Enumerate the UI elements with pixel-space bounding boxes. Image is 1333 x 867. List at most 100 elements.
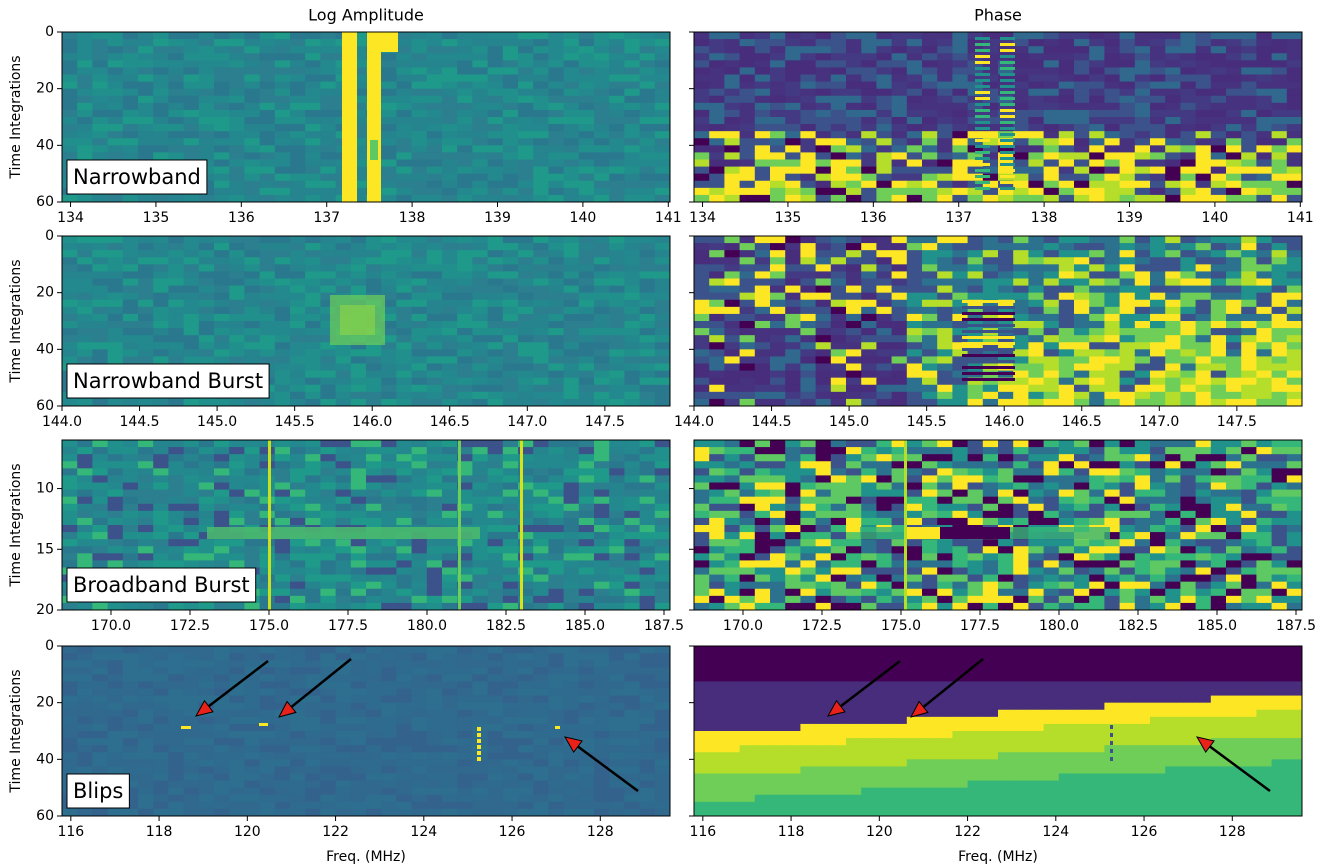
heatmap-cell bbox=[639, 546, 656, 554]
heatmap-cell bbox=[244, 306, 261, 315]
heatmap-cell bbox=[967, 398, 984, 407]
heatmap-cell bbox=[770, 377, 786, 386]
heatmap-cell bbox=[198, 475, 215, 483]
feature bbox=[1000, 169, 1015, 172]
heatmap-cell bbox=[274, 299, 291, 308]
heatmap bbox=[62, 32, 671, 203]
heatmap-cell bbox=[502, 370, 519, 379]
heatmap-cell bbox=[578, 88, 595, 97]
heatmap-cell bbox=[1150, 95, 1166, 104]
heatmap-cell bbox=[229, 461, 245, 469]
heatmap-cell bbox=[624, 461, 641, 469]
heatmap-cell bbox=[1271, 187, 1288, 196]
heatmap-cell bbox=[107, 335, 124, 343]
heatmap-cell bbox=[1150, 243, 1166, 251]
heatmap-cell bbox=[214, 187, 230, 196]
heatmap-cell bbox=[411, 88, 428, 97]
heatmap-cell bbox=[594, 503, 610, 512]
heatmap-cell bbox=[830, 250, 847, 258]
heatmap-cell bbox=[624, 489, 641, 498]
heatmap-cell bbox=[578, 546, 595, 554]
heatmap-cell bbox=[739, 46, 756, 54]
heatmap-cell bbox=[183, 398, 200, 407]
heatmap-cell bbox=[442, 588, 458, 597]
heatmap-cell bbox=[639, 88, 656, 97]
heatmap-cell bbox=[891, 131, 908, 139]
heatmap-cell bbox=[952, 166, 969, 175]
heatmap-cell bbox=[138, 328, 154, 336]
heatmap-cell bbox=[290, 67, 306, 75]
heatmap-cell bbox=[876, 285, 893, 294]
heatmap-cell bbox=[168, 553, 185, 561]
heatmap-cell bbox=[1226, 194, 1242, 203]
annotation: Narrowband Burst bbox=[73, 369, 263, 393]
heatmap-cell bbox=[472, 131, 489, 139]
heatmap-cell bbox=[548, 496, 565, 505]
heatmap-cell bbox=[518, 553, 534, 561]
heatmap-cell bbox=[77, 503, 93, 512]
heatmap-cell bbox=[153, 124, 169, 132]
heatmap-cell bbox=[1195, 363, 1212, 372]
heatmap-cell bbox=[906, 88, 923, 97]
heatmap-cell bbox=[1104, 166, 1121, 175]
heatmap-cell bbox=[442, 60, 458, 68]
heatmap-cell bbox=[770, 299, 786, 308]
heatmap-cell bbox=[694, 236, 710, 244]
heatmap-cell bbox=[533, 102, 549, 111]
feature bbox=[975, 61, 990, 64]
heatmap-cell bbox=[1150, 250, 1166, 258]
heatmap-cell bbox=[548, 553, 565, 561]
heatmap-cell bbox=[1028, 356, 1045, 364]
heatmap-cell bbox=[259, 250, 276, 258]
heatmap-cell bbox=[1028, 342, 1045, 350]
heatmap-cell bbox=[168, 496, 185, 505]
heatmap-cell bbox=[609, 517, 625, 526]
heatmap-cell bbox=[457, 588, 473, 597]
heatmap-cell bbox=[800, 391, 817, 400]
heatmap-cell bbox=[952, 236, 969, 244]
heatmap-cell bbox=[861, 74, 877, 83]
heatmap-cell bbox=[244, 187, 261, 196]
heatmap-cell bbox=[411, 468, 428, 476]
heatmap-cell bbox=[305, 236, 321, 244]
heatmap-cell bbox=[1058, 363, 1075, 372]
heatmap-cell bbox=[487, 152, 504, 160]
heatmap-cell bbox=[442, 173, 458, 182]
heatmap-cell bbox=[754, 95, 771, 104]
heatmap-cell bbox=[411, 67, 428, 75]
heatmap-cell bbox=[624, 313, 641, 322]
heatmap-cell bbox=[1043, 356, 1060, 364]
heatmap-cell bbox=[922, 313, 938, 322]
heatmap-cell bbox=[785, 74, 801, 83]
y-tick-label: 60 bbox=[36, 194, 54, 210]
heatmap-cell bbox=[502, 299, 519, 308]
heatmap-cell bbox=[259, 278, 276, 287]
heatmap-cell bbox=[122, 328, 139, 336]
heatmap-cell bbox=[830, 278, 847, 287]
heatmap-cell bbox=[305, 81, 321, 90]
heatmap-cell bbox=[396, 67, 413, 75]
heatmap-cell bbox=[138, 236, 154, 244]
heatmap-cell bbox=[770, 74, 786, 83]
heatmap-cell bbox=[830, 166, 847, 175]
heatmap-cell bbox=[739, 194, 756, 203]
heatmap-cell bbox=[77, 117, 93, 125]
heatmap-cell bbox=[922, 342, 938, 350]
heatmap-cell bbox=[244, 546, 261, 554]
heatmap-cell bbox=[1074, 299, 1090, 308]
heatmap-cell bbox=[1104, 67, 1121, 75]
heatmap-cell bbox=[77, 138, 93, 146]
heatmap-cell bbox=[1013, 328, 1029, 336]
heatmap-cell bbox=[967, 180, 984, 189]
heatmap-cell bbox=[952, 145, 969, 153]
heatmap-cell bbox=[709, 271, 725, 279]
heatmap-cell bbox=[1074, 363, 1090, 372]
heatmap-cell bbox=[350, 595, 367, 604]
heatmap-cell bbox=[457, 173, 473, 182]
heatmap-cell bbox=[350, 285, 367, 294]
heatmap-cell bbox=[876, 39, 893, 47]
heatmap-cell bbox=[502, 475, 519, 483]
heatmap-cell bbox=[982, 299, 999, 308]
heatmap-cell bbox=[624, 131, 641, 139]
heatmap-cell bbox=[1286, 278, 1303, 287]
